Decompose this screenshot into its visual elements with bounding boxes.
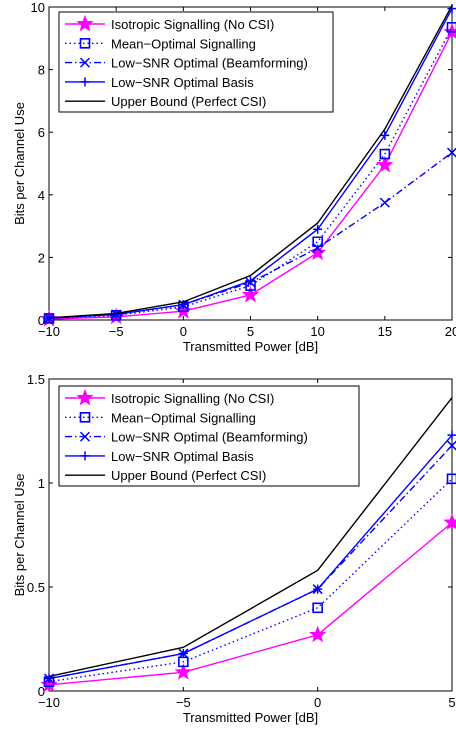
legend-label: Upper Bound (Perfect CSI): [111, 468, 266, 483]
data-point: [312, 236, 323, 248]
series-line: [48, 397, 453, 678]
legend-label: Mean−Optimal Signalling: [111, 36, 256, 51]
series-line: [48, 434, 453, 680]
y-axis-label: Bits per Channel Use: [12, 102, 27, 225]
legend-marker: [79, 412, 91, 423]
x-tick-label: 15: [378, 324, 392, 339]
series-line: [48, 521, 453, 686]
x-tick-label: 5: [247, 324, 254, 339]
data-point: [443, 513, 456, 530]
data-point: [312, 602, 323, 614]
data-point: [446, 22, 456, 33]
legend-marker: [79, 38, 91, 49]
series-line: [48, 5, 453, 319]
x-axis-label: Transmitted Power [dB]: [183, 339, 318, 354]
legend: Isotropic Signalling (No CSI) Mean−Optima…: [58, 11, 334, 113]
series-4: [44, 4, 456, 323]
legend-label: Isotropic Signalling (No CSI): [111, 391, 274, 406]
legend-label: Low−SNR Optimal Basis: [111, 449, 254, 464]
x-tick-label: 0: [180, 324, 187, 339]
series-2: [43, 22, 456, 324]
y-axis-label: Bits per Channel Use: [12, 474, 27, 597]
y-tick-label: 2: [38, 250, 45, 265]
x-tick-label: 5: [448, 695, 455, 710]
x-tick-label: −10: [38, 695, 60, 710]
series-4: [44, 430, 456, 684]
data-point: [446, 440, 456, 451]
data-point: [43, 313, 55, 324]
y-tick-label: 0: [38, 684, 45, 699]
data-point: [447, 430, 456, 440]
x-axis-label: Transmitted Power [dB]: [183, 710, 318, 725]
x-tick-label: −5: [176, 695, 191, 710]
data-point: [246, 276, 255, 286]
data-point: [308, 625, 327, 643]
plot-frame: [48, 378, 453, 692]
data-point: [241, 285, 260, 303]
y-tick-label: 0.5: [27, 580, 45, 595]
legend-label: Upper Bound (Perfect CSI): [111, 94, 266, 109]
y-tick-label: 6: [38, 125, 45, 140]
x-tick-label: 0: [314, 695, 321, 710]
y-tick-label: 4: [38, 188, 45, 203]
legend-marker: [76, 388, 94, 406]
y-tick-label: 1.5: [27, 372, 45, 387]
legend-marker: [79, 57, 91, 68]
series-line: [48, 478, 453, 683]
x-tick-label: −10: [38, 324, 60, 339]
series-2: [43, 473, 456, 687]
data-point: [312, 242, 323, 254]
x-tick-label: 20: [445, 324, 456, 339]
legend-label: Low−SNR Optimal Basis: [111, 75, 254, 90]
legend-label: Mean−Optimal Signalling: [111, 410, 256, 425]
data-point: [376, 155, 394, 173]
data-point: [380, 130, 390, 140]
legend-marker: [80, 77, 90, 87]
data-point: [313, 584, 323, 594]
series-5: [48, 5, 453, 319]
x-tick-label: −5: [109, 324, 124, 339]
series-5: [48, 397, 453, 678]
data-point: [110, 310, 122, 321]
series-line: [48, 27, 453, 320]
y-tick-label: 8: [38, 63, 45, 78]
data-point: [379, 148, 391, 160]
legend-box: [58, 385, 360, 487]
data-point: [178, 649, 188, 659]
legend-label: Low−SNR Optimal (Beamforming): [111, 56, 308, 71]
legend-label: Isotropic Signalling (No CSI): [111, 17, 274, 32]
y-tick-label: 0: [38, 313, 45, 328]
x-tick-label: 10: [310, 324, 324, 339]
legend-marker: [80, 451, 90, 461]
data-point: [379, 197, 390, 208]
y-tick-label: 10: [31, 0, 45, 15]
data-point: [313, 224, 323, 234]
legend: Isotropic Signalling (No CSI) Mean−Optima…: [58, 385, 360, 487]
chart-2: −10 −5 0 5 0 0.5 1 1.5 Transmitted Power [dB] Bit…: [12, 372, 456, 725]
data-point: [178, 656, 189, 668]
data-point: [446, 147, 456, 158]
data-point: [446, 473, 456, 485]
legend-label: Low−SNR Optimal (Beamforming): [111, 430, 308, 445]
data-point: [174, 663, 193, 680]
data-point: [111, 309, 121, 319]
legend-marker: [79, 431, 91, 442]
y-tick-label: 1: [38, 476, 45, 491]
legend-marker: [76, 14, 94, 32]
data-point: [44, 674, 54, 684]
